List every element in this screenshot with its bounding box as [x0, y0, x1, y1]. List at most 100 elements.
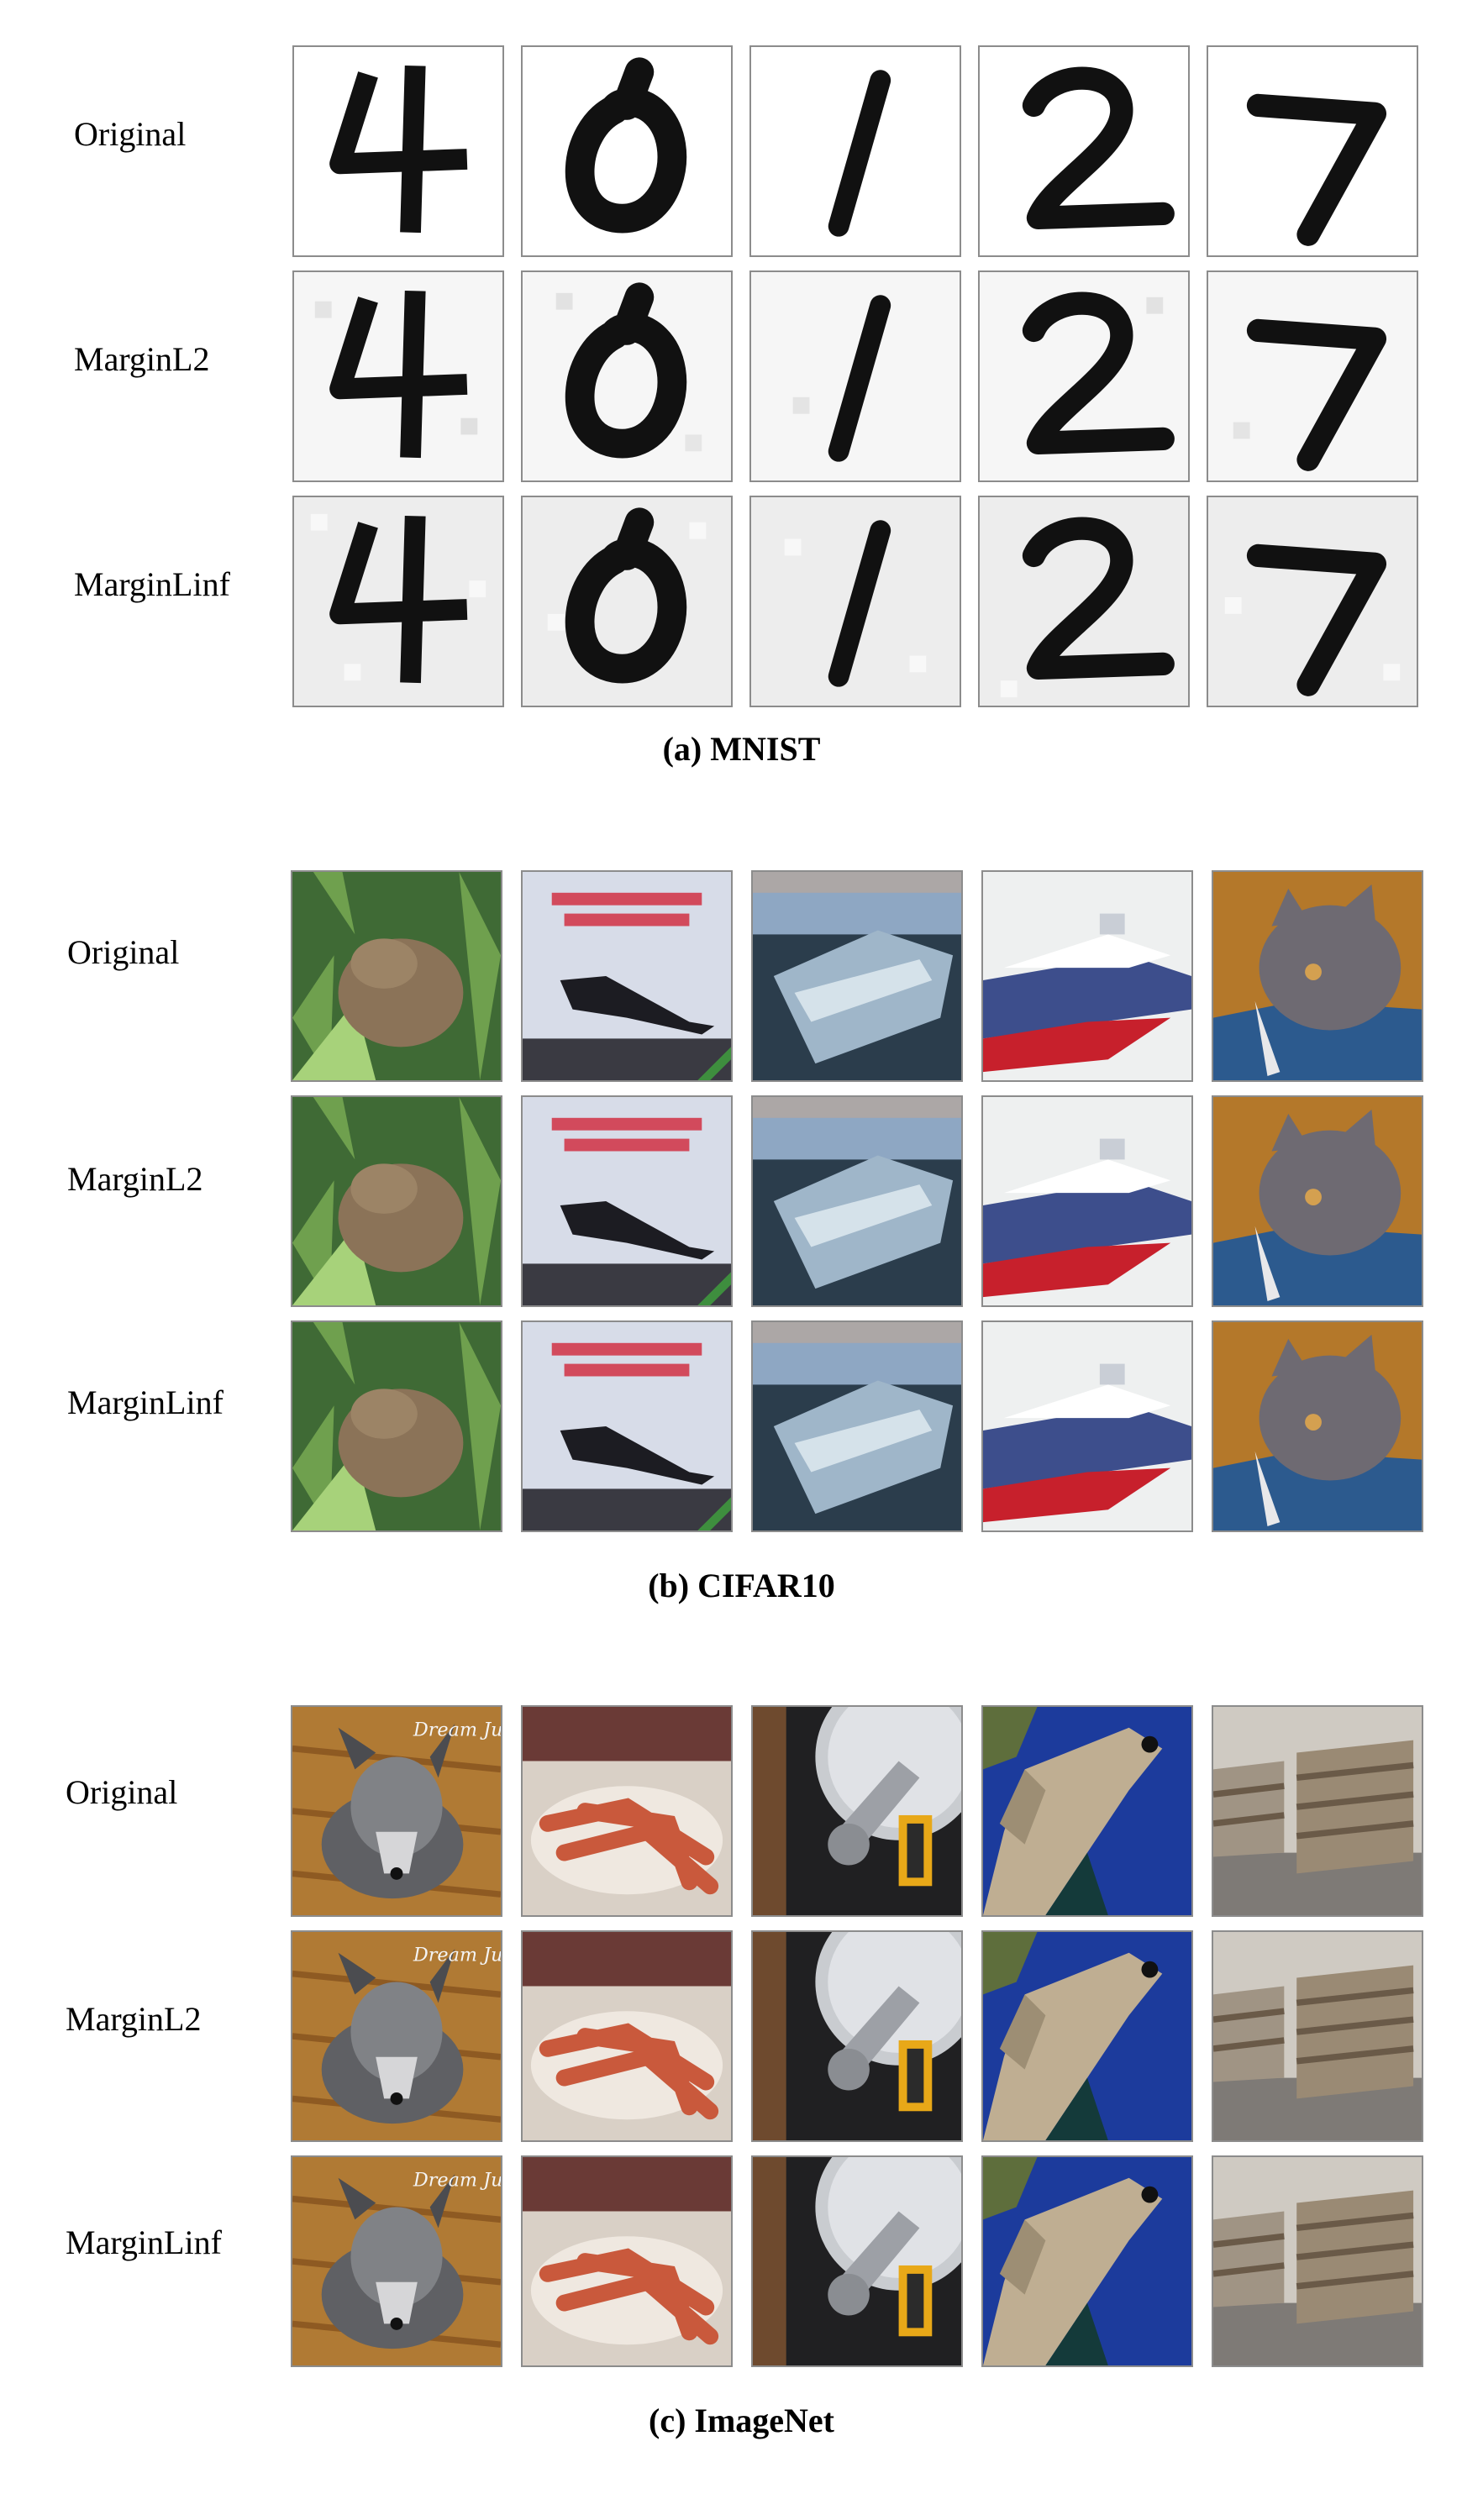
digit-4-image	[310, 513, 486, 684]
mnist-marginl2-digit-0	[521, 270, 733, 482]
frog-image	[292, 1097, 501, 1305]
mnist-original-digit-0	[521, 45, 733, 257]
digit-0-image	[555, 282, 702, 459]
cifar-marginlinf-cat	[1212, 1320, 1423, 1532]
cifar-marginl2-frog	[291, 1095, 502, 1307]
imagenet-marginlinf-schnauzer: Dream Jules Verne	[291, 2155, 502, 2367]
row-label-original: Original	[66, 1773, 178, 1811]
cifar-original-airplane-poster	[521, 870, 733, 1082]
cifar-marginlinf-airplane-poster	[521, 1320, 733, 1532]
row-label-marginlinf: MarginLinf	[67, 1383, 224, 1421]
cifar-original-frog	[291, 870, 502, 1082]
imagenet-marginl2-weimaraner	[981, 1930, 1193, 2142]
mnist-original-digit-2	[978, 45, 1190, 257]
mnist-marginlinf-digit-1	[749, 496, 961, 707]
mnist-marginl2-digit-7	[1207, 270, 1418, 482]
imagenet-marginlinf-hard-drive	[751, 2155, 963, 2367]
mnist-marginlinf-digit-0	[521, 496, 733, 707]
caption-imagenet: (c) ImageNet	[649, 2402, 834, 2439]
row-label-original: Original	[67, 933, 180, 971]
digit-2-image	[1022, 291, 1175, 454]
cat-image	[1213, 1322, 1422, 1530]
digit-0-image	[547, 507, 707, 684]
imagenet-original-king-crab	[521, 1705, 733, 1917]
imagenet-original-wooden-crates	[1212, 1705, 1423, 1917]
digit-4-image	[314, 290, 478, 459]
imagenet-marginl2-hard-drive	[751, 1930, 963, 2142]
cifar-marginl2-cruise-ship	[981, 1095, 1193, 1307]
cifar-original-cruise-ship	[981, 870, 1193, 1082]
ship-image	[753, 1097, 961, 1305]
airplane-poster-image	[523, 1097, 731, 1305]
imagenet-marginlinf-wooden-crates	[1212, 2155, 1423, 2367]
imagenet-original-weimaraner	[981, 1705, 1193, 1917]
mnist-marginl2-digit-1	[749, 270, 961, 482]
schnauzer-image: Dream Jules Verne	[292, 2157, 501, 2365]
weimaraner-image	[983, 2157, 1191, 2365]
digit-1-image	[792, 295, 891, 462]
imagenet-marginlinf-king-crab	[521, 2155, 733, 2367]
imagenet-original-schnauzer: Dream Jules Verne	[291, 1705, 502, 1917]
cifar-marginlinf-ship	[751, 1320, 963, 1532]
wooden-crates-image	[1213, 1707, 1422, 1915]
row-label-marginlinf: MarginLinf	[74, 565, 230, 603]
mnist-marginl2-digit-2	[978, 270, 1190, 482]
airplane-poster-image	[523, 1322, 731, 1530]
wooden-crates-image	[1213, 1932, 1422, 2140]
cruise-ship-image	[983, 1322, 1191, 1530]
imagenet-marginlinf-weimaraner	[981, 2155, 1193, 2367]
hard-drive-image	[753, 1707, 961, 1915]
caption-mnist: (a) MNIST	[662, 730, 821, 768]
cifar-original-cat	[1212, 870, 1423, 1082]
cifar-marginl2-airplane-poster	[521, 1095, 733, 1307]
cat-image	[1213, 872, 1422, 1080]
mnist-marginlinf-digit-7	[1207, 496, 1418, 707]
cifar-original-ship	[751, 870, 963, 1082]
cat-image	[1213, 1097, 1422, 1305]
digit-2-image	[1000, 517, 1175, 698]
poster-text-overlay: Dream Jules Verne	[413, 2170, 501, 2192]
digit-0-image	[565, 57, 687, 234]
digit-7-image	[1246, 93, 1387, 246]
airplane-poster-image	[523, 872, 731, 1080]
mnist-marginl2-digit-4	[292, 270, 504, 482]
imagenet-marginl2-schnauzer: Dream Jules Verne	[291, 1930, 502, 2142]
row-label-marginl2: MarginL2	[67, 1160, 203, 1198]
cifar-marginl2-ship	[751, 1095, 963, 1307]
mnist-marginlinf-digit-2	[978, 496, 1190, 707]
digit-1-image	[828, 70, 891, 237]
cruise-ship-image	[983, 1097, 1191, 1305]
king-crab-image	[523, 1707, 731, 1915]
digit-7-image	[1233, 318, 1387, 471]
imagenet-marginl2-wooden-crates	[1212, 1930, 1423, 2142]
mnist-original-digit-1	[749, 45, 961, 257]
row-label-marginlinf: MarginLinf	[66, 2223, 222, 2261]
frog-image	[292, 872, 501, 1080]
cifar-marginl2-cat	[1212, 1095, 1423, 1307]
digit-1-image	[784, 520, 927, 687]
imagenet-original-hard-drive	[751, 1705, 963, 1917]
king-crab-image	[523, 2157, 731, 2365]
schnauzer-image: Dream Jules Verne	[292, 1932, 501, 2140]
wooden-crates-image	[1213, 2157, 1422, 2365]
digit-7-image	[1224, 543, 1401, 696]
poster-text-overlay: Dream Jules Verne	[413, 1719, 501, 1741]
mnist-original-digit-4	[292, 45, 504, 257]
digit-4-image	[329, 65, 468, 234]
king-crab-image	[523, 1932, 731, 2140]
schnauzer-image: Dream Jules Verne	[292, 1707, 501, 1915]
poster-text-overlay: Dream Jules Verne	[413, 1945, 501, 1966]
cruise-ship-image	[983, 872, 1191, 1080]
mnist-original-digit-7	[1207, 45, 1418, 257]
weimaraner-image	[983, 1932, 1191, 2140]
caption-cifar10: (b) CIFAR10	[648, 1567, 835, 1604]
ship-image	[753, 872, 961, 1080]
imagenet-marginl2-king-crab	[521, 1930, 733, 2142]
ship-image	[753, 1322, 961, 1530]
weimaraner-image	[983, 1707, 1191, 1915]
row-label-marginl2: MarginL2	[66, 2000, 202, 2038]
digit-2-image	[1022, 66, 1175, 229]
mnist-marginlinf-digit-4	[292, 496, 504, 707]
cifar-marginlinf-cruise-ship	[981, 1320, 1193, 1532]
row-label-marginl2: MarginL2	[74, 340, 210, 378]
